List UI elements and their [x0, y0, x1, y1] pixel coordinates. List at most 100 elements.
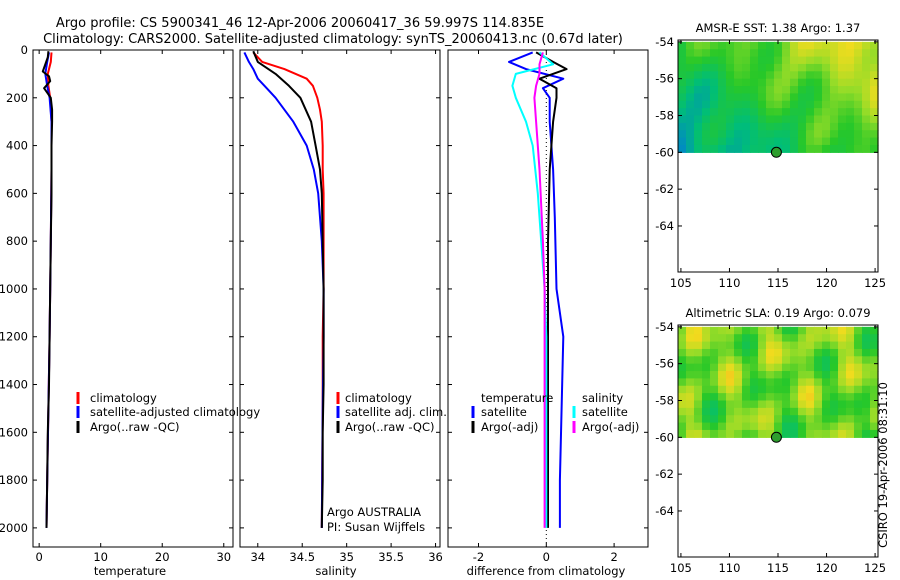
map-cell — [830, 115, 839, 124]
map-cell — [758, 108, 767, 117]
map-cell — [814, 78, 823, 87]
map-cell — [694, 108, 703, 117]
map-cell — [702, 378, 711, 387]
map-cell — [814, 49, 823, 58]
map-cell — [822, 363, 831, 372]
map-cell — [734, 78, 743, 87]
figure-title-line2: Climatology: CARS2000. Satellite-adjuste… — [43, 32, 623, 47]
map-cell — [686, 334, 695, 343]
map-cell — [742, 363, 751, 372]
map-cell — [854, 371, 863, 379]
map-cell — [822, 144, 831, 153]
map-cell — [806, 78, 815, 87]
map-cell — [702, 363, 711, 372]
map-cell — [686, 407, 695, 416]
map-cell — [758, 385, 767, 394]
map-cell — [758, 49, 767, 58]
map-cell — [678, 108, 687, 117]
map-cell — [750, 144, 759, 153]
map-cell — [742, 429, 751, 438]
map-cell — [718, 144, 727, 153]
map-cell — [758, 41, 767, 50]
map-cell — [750, 400, 759, 409]
map-cell — [702, 356, 711, 365]
map-cell — [806, 378, 815, 387]
map-cell — [734, 41, 743, 50]
map-cell — [790, 341, 799, 350]
map-cell — [686, 348, 695, 357]
map-cell — [702, 130, 711, 139]
map-cell — [838, 71, 847, 80]
map-cell — [854, 363, 863, 372]
map-cell — [686, 49, 695, 58]
map-cell — [774, 422, 783, 431]
map-cell — [758, 100, 767, 109]
map-cell — [822, 400, 831, 409]
map-cell — [854, 86, 863, 94]
map-cell — [774, 407, 783, 416]
map-cell — [790, 86, 799, 94]
difference-xlabel: difference from climatology — [467, 564, 626, 578]
map-cell — [766, 378, 775, 387]
map-cell — [774, 393, 783, 402]
map-cell — [718, 348, 727, 357]
y-tick-label: 1800 — [0, 473, 28, 487]
series-line-argo-raw-qc — [252, 50, 325, 528]
map-cell — [830, 100, 839, 109]
difference-axes-box — [447, 49, 649, 548]
map-cell — [846, 115, 855, 124]
map-cell — [782, 341, 791, 350]
map-cell — [854, 137, 863, 146]
map-cell — [766, 122, 775, 131]
map-cell — [742, 393, 751, 402]
map-cell — [798, 363, 807, 372]
sst-argo-marker — [770, 146, 782, 158]
map-cell — [686, 108, 695, 117]
map-cell — [750, 56, 759, 65]
map-cell — [742, 326, 751, 335]
map-cell — [870, 122, 879, 131]
map-cell — [862, 341, 871, 350]
map-cell — [710, 422, 719, 431]
map-cell — [734, 130, 743, 139]
map-cell — [822, 348, 831, 357]
map-cell — [862, 326, 871, 335]
map-cell — [870, 371, 879, 379]
map-cell — [726, 326, 735, 335]
map-cell — [814, 378, 823, 387]
map-cell — [766, 93, 775, 102]
map-cell — [862, 378, 871, 387]
series-line-salinity-argo-adj — [533, 52, 546, 528]
map-cell — [726, 407, 735, 416]
map-cell — [838, 334, 847, 343]
map-cell — [814, 400, 823, 409]
map-cell — [782, 429, 791, 438]
map-cell — [758, 378, 767, 387]
map-cell — [798, 341, 807, 350]
map-cell — [726, 49, 735, 58]
map-cell — [782, 56, 791, 65]
map-cell — [758, 93, 767, 102]
map-cell — [838, 144, 847, 153]
map-cell — [726, 71, 735, 80]
x-tick-label: 2 — [610, 550, 617, 564]
x-tick-label: 105 — [670, 561, 692, 575]
map-cell — [710, 407, 719, 416]
map-cell — [710, 49, 719, 58]
map-cell — [734, 334, 743, 343]
map-cell — [758, 137, 767, 146]
map-cell — [678, 130, 687, 139]
map-cell — [686, 56, 695, 65]
y-tick-label: 1000 — [0, 282, 28, 296]
map-cell — [862, 422, 871, 431]
map-cell — [766, 71, 775, 80]
map-cell — [854, 341, 863, 350]
map-cell — [758, 356, 767, 365]
map-cell — [750, 108, 759, 117]
map-cell — [702, 371, 711, 379]
map-cell — [726, 78, 735, 87]
map-cell — [822, 371, 831, 379]
map-cell — [806, 130, 815, 139]
map-cell — [758, 415, 767, 424]
legend-header-temperature: temperature — [481, 391, 553, 405]
